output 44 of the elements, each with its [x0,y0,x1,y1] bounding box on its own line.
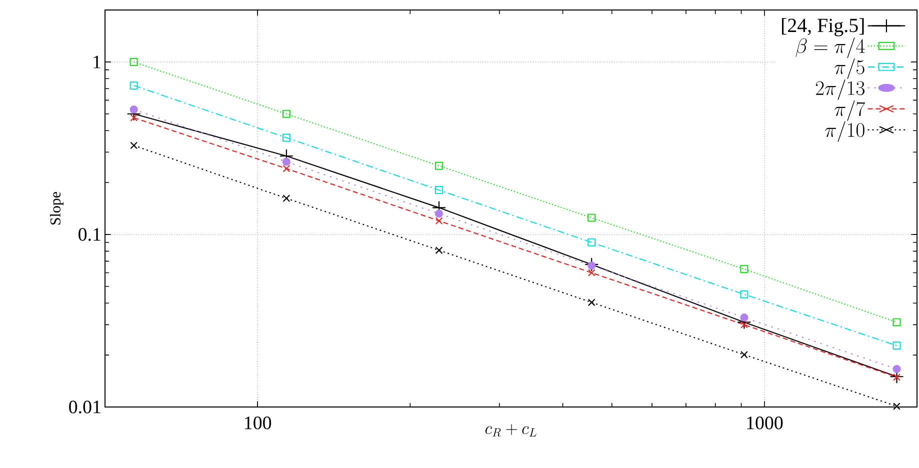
point [740,350,748,358]
point [892,365,901,374]
point [282,110,290,118]
point [434,162,444,170]
point [740,265,748,274]
point [584,257,599,272]
point [130,142,138,150]
point [435,246,443,254]
point [282,194,290,202]
point [434,186,444,194]
point [588,298,596,306]
legend-label: $\beta = \pi/4$ [796,37,865,58]
x-tick-label: 1000 [747,416,783,430]
point [130,58,138,66]
x-axis-title: $c_R + c_L$ [485,424,536,437]
point [130,81,138,90]
point [588,214,596,222]
point [435,217,443,225]
y-tick-label: 1 [94,56,100,68]
legend-label: $\pi/7$ [834,100,866,121]
point [588,238,596,246]
point [282,164,290,172]
point [434,210,444,218]
point [740,320,748,328]
y-tick-label: 0.1 [78,228,100,241]
point [893,402,900,410]
point [588,269,596,276]
point [130,105,138,114]
point [740,290,748,298]
point [893,373,900,381]
point [892,342,901,350]
legend-label: [24, Fig.5] [782,18,864,36]
legend-label: $\pi/5$ [834,58,864,80]
legend-label: $\pi/10$ [825,121,864,142]
legend-label: $2\pi/13$ [816,79,864,100]
y-axis-title: Slope [50,192,64,225]
y-tick-label: 0.01 [69,400,100,414]
point [282,134,290,142]
point [130,114,138,122]
x-tick-label: 100 [245,416,272,430]
point [588,262,596,270]
point [282,158,290,166]
point [740,314,748,322]
point [892,318,901,326]
